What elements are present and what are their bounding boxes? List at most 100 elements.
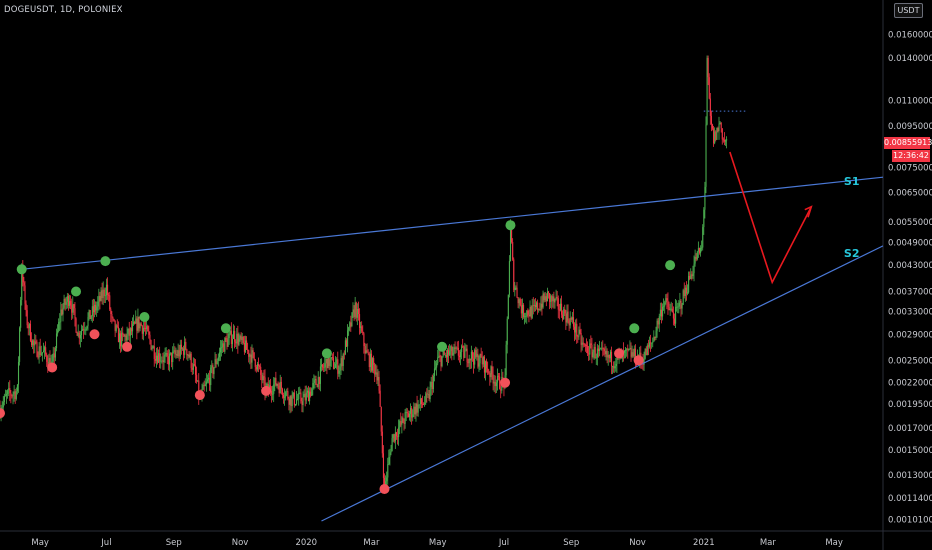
candle-body (91, 306, 93, 316)
candle-body (241, 336, 243, 340)
candle-body (429, 386, 431, 400)
candle-body (247, 349, 249, 351)
pivot-low-marker (122, 341, 133, 352)
candle-body (532, 305, 534, 307)
candle-body (188, 354, 190, 358)
candle-body (421, 403, 424, 405)
candle-body (22, 267, 24, 283)
candle-body (351, 312, 353, 326)
currency-selector[interactable]: USDT (894, 3, 923, 18)
candle-body (713, 128, 715, 144)
candle-body (381, 431, 383, 454)
candle-body (405, 412, 407, 413)
candle-body (116, 325, 118, 327)
candle-body (114, 320, 116, 331)
candle-body (242, 336, 244, 344)
candle-body (362, 331, 364, 334)
candle-body (168, 353, 171, 365)
candle-body (643, 358, 645, 365)
candle-body (710, 115, 712, 125)
candle-body (221, 347, 223, 349)
candle-body (571, 317, 573, 320)
candle-body (129, 328, 131, 336)
candle-body (302, 397, 304, 406)
candle-body (378, 376, 380, 391)
candle-body (112, 317, 114, 319)
candle-body (417, 404, 419, 413)
candle-body (99, 296, 101, 301)
candle-body (546, 291, 548, 302)
candle-body (324, 363, 326, 368)
candle-body (222, 343, 224, 348)
candle-body (334, 367, 336, 369)
candle-body (130, 328, 133, 332)
candle-body (679, 300, 681, 303)
candle-body (96, 306, 98, 311)
candle-body (508, 261, 510, 295)
candle-body (407, 413, 409, 418)
candle-body (294, 404, 297, 405)
candle-body (389, 452, 391, 458)
candle-body (550, 296, 552, 302)
candle-body (84, 329, 86, 331)
candle-body (243, 343, 245, 352)
pivot-high-marker (321, 348, 332, 359)
candle-body (701, 247, 703, 249)
candle-body (179, 344, 181, 357)
candle-body (575, 323, 577, 333)
candle-body (667, 300, 669, 307)
candle-body (588, 353, 590, 355)
candle-body (408, 413, 411, 418)
candle-body (14, 391, 16, 399)
candle-body (204, 384, 206, 386)
candle-body (166, 353, 168, 357)
candle-body (585, 345, 588, 347)
candle-body (413, 406, 415, 415)
candle-body (477, 353, 479, 367)
candle-body (684, 287, 686, 297)
candle-body (41, 352, 43, 354)
candle-body (374, 364, 376, 375)
candle-body (613, 366, 615, 369)
candle-body (466, 348, 468, 363)
candle-body (163, 356, 165, 363)
candle-body (8, 388, 10, 391)
candle-body (437, 357, 439, 364)
candle-body (249, 354, 251, 357)
candle-body (269, 385, 272, 391)
candle-body (209, 377, 211, 386)
candle-body (62, 307, 64, 315)
candle-body (476, 353, 478, 357)
candle-body (428, 394, 430, 400)
candle-body (234, 331, 236, 342)
candle-body (206, 379, 209, 382)
candle-body (451, 346, 453, 356)
candle-body (93, 304, 96, 313)
candle-body (329, 359, 331, 367)
candle-body (445, 355, 447, 358)
candle-body (553, 296, 555, 303)
candle-body (474, 350, 476, 365)
x-tick-label: 2020 (295, 538, 317, 548)
candle-body (687, 292, 689, 294)
candle-body (35, 341, 37, 343)
candle-body (16, 384, 18, 392)
candle-body (695, 256, 697, 260)
candle-body (147, 326, 149, 332)
candle-body (458, 355, 461, 358)
candle-body (46, 354, 48, 362)
candle-body (132, 324, 134, 332)
candle-body (12, 393, 14, 396)
candle-body (123, 334, 125, 337)
candle-body (700, 248, 702, 253)
candle-body (572, 317, 575, 327)
candle-body (383, 477, 386, 485)
candle-body (33, 340, 35, 346)
x-tick-label: Nov (232, 538, 249, 548)
x-tick-label: Sep (563, 538, 579, 548)
candle-body (564, 309, 566, 314)
candle-body (562, 314, 564, 320)
candle-body (161, 360, 163, 362)
